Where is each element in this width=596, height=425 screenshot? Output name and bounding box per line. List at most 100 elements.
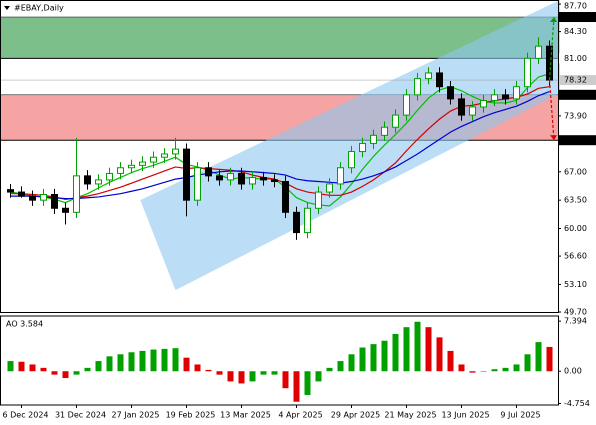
candle-body: [95, 179, 102, 185]
ao-bar: [40, 367, 47, 372]
candle-body: [40, 193, 47, 201]
candle-body: [436, 72, 443, 88]
price-label-box: [559, 135, 596, 146]
price-label: 70.90: [564, 136, 587, 145]
candle-body: [84, 175, 91, 185]
price-label-box: [559, 12, 596, 23]
candle-body: [326, 183, 333, 193]
y-tick-label: 67.00: [564, 167, 587, 176]
ao-bar: [414, 321, 421, 372]
ao-bar: [238, 371, 245, 384]
ao-bar: [62, 371, 69, 379]
candle-body: [535, 45, 542, 59]
ao-bar: [29, 364, 36, 372]
x-tick-label: 19 Feb 2025: [166, 411, 216, 420]
ao-bar: [183, 357, 190, 372]
arrow-head: [550, 17, 557, 23]
price-label-box: [559, 53, 596, 64]
candle-body: [150, 156, 157, 163]
ao-bar: [95, 361, 102, 372]
projection-arrow: [548, 16, 555, 81]
ao-bar: [480, 371, 487, 372]
ao-bar: [425, 327, 432, 372]
ao-y-tick-label: 0.00: [564, 367, 582, 376]
x-tick-label: 31 Dec 2024: [55, 411, 106, 420]
candle-body: [458, 98, 465, 116]
y-tick-label: 49.70: [564, 308, 587, 317]
candle-body: [502, 94, 509, 100]
candle-body: [238, 172, 245, 185]
candle-body: [425, 72, 432, 80]
moving-average: [10, 73, 550, 207]
ao-bar: [260, 371, 267, 375]
ao-bar: [348, 354, 355, 372]
candle-body: [524, 57, 531, 88]
price-label-box: [559, 89, 596, 100]
candle-body: [260, 176, 267, 181]
ao-bar: [51, 371, 58, 375]
x-tick-label: 4 Apr 2025: [278, 411, 322, 420]
ao-bar: [194, 364, 201, 372]
candle-body: [381, 126, 388, 136]
candle-body: [491, 94, 498, 101]
candle-body: [513, 86, 520, 100]
ao-bar: [436, 337, 443, 372]
ao-bar: [535, 342, 542, 372]
y-tick-label: 53.10: [564, 280, 587, 289]
ao-bar: [315, 371, 322, 382]
candle-body: [403, 94, 410, 116]
x-tick-label: 21 May 2025: [384, 411, 436, 420]
candle-body: [337, 167, 344, 185]
candle-body: [216, 175, 223, 181]
ao-bar: [304, 371, 311, 395]
candle-body: [271, 179, 278, 183]
x-tick-label: 6 Dec 2024: [2, 411, 48, 420]
candle-body: [359, 142, 366, 153]
candle-body: [7, 189, 14, 193]
candle-body: [414, 78, 421, 96]
candle-body: [172, 148, 179, 155]
ao-bar: [128, 352, 135, 372]
y-tick-label: 87.70: [564, 2, 587, 11]
ao-bar: [18, 361, 25, 372]
y-tick-label: 56.60: [564, 252, 587, 261]
ao-bar: [447, 350, 454, 372]
candle-body: [18, 191, 25, 197]
channel: [140, 0, 561, 291]
candle-body: [106, 172, 113, 181]
ao-bar: [271, 371, 278, 375]
ao-bar: [524, 354, 531, 372]
candle-body: [370, 134, 377, 144]
ao-bar: [458, 364, 465, 372]
y-tick-label: 73.90: [564, 111, 587, 120]
ao-bar: [392, 333, 399, 372]
ao-bar: [502, 367, 509, 372]
ao-bar: [249, 371, 256, 382]
candle-body: [282, 181, 289, 213]
ao-bar: [513, 364, 520, 372]
ao-bar: [370, 344, 377, 372]
x-tick-label: 29 Apr 2025: [331, 411, 380, 420]
price-panel-frame: [0, 0, 559, 313]
ao-bar: [7, 361, 14, 372]
candle-body: [128, 164, 135, 169]
y-tick-label: 84.30: [564, 27, 587, 36]
candle-body: [139, 161, 146, 166]
moving-average: [10, 91, 550, 200]
candle-body: [249, 176, 256, 185]
candle-body: [447, 86, 454, 100]
ao-bar: [172, 348, 179, 372]
candle-body: [392, 114, 399, 128]
y-tick-label: 63.50: [564, 196, 587, 205]
candle-body: [348, 151, 355, 169]
ao-bar: [337, 361, 344, 372]
candle-body: [51, 193, 58, 209]
ao-bar: [106, 356, 113, 372]
candle-body: [183, 148, 190, 201]
candle-body: [62, 207, 69, 213]
ao-y-tick-label: -4.754: [564, 399, 590, 408]
ao-bar: [117, 354, 124, 372]
ao-bar: [150, 349, 157, 372]
